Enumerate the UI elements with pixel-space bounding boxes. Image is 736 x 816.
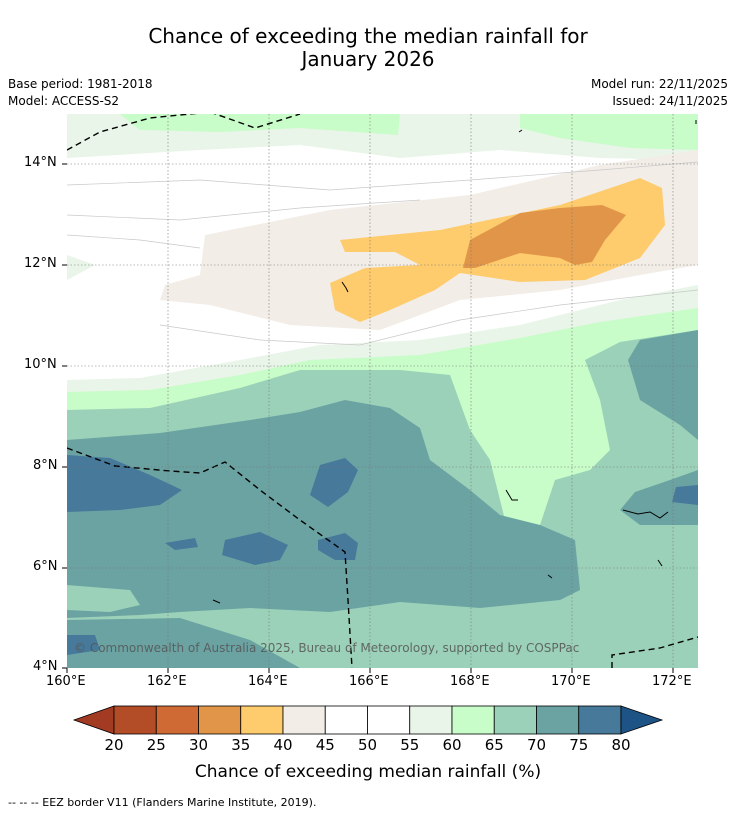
region-80-b: [310, 458, 358, 507]
colorbar-box-25-30: [155, 705, 199, 735]
colorbar-box-20-25: [113, 705, 157, 735]
lon-label-160e: 160°E: [46, 674, 86, 689]
colorbar-title: Chance of exceeding median rainfall (%): [194, 762, 542, 782]
model-name: Model: ACCESS-S2: [8, 94, 120, 108]
colorbar: [72, 705, 664, 735]
graticule: [67, 114, 698, 668]
region-75-80-right: [628, 330, 698, 440]
colorbar-box-40-45: [282, 705, 326, 735]
colorbar-box-60-65: [451, 705, 495, 735]
colorbar-tick-70: 70: [526, 736, 547, 754]
colorbar-box-65-70: [493, 705, 537, 735]
lat-label-8n: 8°N: [33, 458, 58, 473]
colorbar-tick-50: 50: [357, 736, 378, 754]
lat-label-4n: 4°N: [33, 659, 58, 674]
colorbar-arrow-high: [620, 705, 664, 735]
contour-lines: [67, 161, 698, 346]
issued-date: Issued: 24/11/2025: [612, 94, 728, 108]
colorbar-tick-80: 80: [611, 736, 631, 754]
eez-border: [67, 114, 698, 668]
lat-label-12n: 12°N: [24, 256, 57, 271]
lon-label-172e: 172°E: [652, 674, 692, 689]
map-title-line-2: January 2026: [301, 47, 435, 71]
region-80-c: [222, 532, 288, 565]
model-run: Model run: 22/11/2025: [590, 77, 728, 91]
map-title-line-1: Chance of exceeding the median rainfall …: [148, 24, 588, 48]
colorbar-box-75-80: [578, 705, 622, 735]
lon-label-166e: 166°E: [349, 674, 389, 689]
colorbar-tick-65: 65: [484, 736, 504, 754]
colorbar-box-55-60: [409, 705, 453, 735]
lon-label-162e: 162°E: [147, 674, 187, 689]
region-80-a: [67, 455, 182, 512]
eez-footnote: -- -- -- EEZ border V11 (Flanders Marine…: [8, 796, 317, 809]
colorbar-box-30-35: [198, 705, 242, 735]
colorbar-box-35-40: [240, 705, 284, 735]
region-75-80: [67, 400, 580, 618]
region-75-80-lowright: [620, 470, 698, 525]
lat-label-6n: 6°N: [33, 559, 58, 574]
lon-label-170e: 170°E: [551, 674, 591, 689]
colorbar-box-70-75: [536, 705, 580, 735]
region-65-70-top: [120, 114, 400, 135]
colorbar-box-45-50: [324, 705, 368, 735]
copyright-notice: © Commonwealth of Australia 2025, Bureau…: [74, 641, 580, 655]
region-80-e: [165, 538, 198, 550]
colorbar-tick-60: 60: [442, 736, 462, 754]
colorbar-arrow-low: [72, 705, 115, 735]
colorbar-tick-45: 45: [315, 736, 335, 754]
colorbar-tick-30: 30: [188, 736, 209, 754]
colorbar-tick-20: 20: [104, 736, 124, 754]
region-80-f: [67, 635, 100, 655]
base-period: Base period: 1981-2018: [8, 77, 153, 91]
tick-marks: [62, 163, 674, 673]
colorbar-tick-25: 25: [146, 736, 166, 754]
region-65-70-topright: [520, 114, 698, 150]
lat-label-14n: 14°N: [24, 155, 57, 170]
colorbar-tick-35: 35: [231, 736, 251, 754]
region-75-80-bottomleft: [67, 618, 300, 668]
region-60-left: [67, 255, 95, 280]
lon-label-164e: 164°E: [248, 674, 288, 689]
region-30-35: [463, 205, 626, 268]
colorbar-box-50-55: [367, 705, 411, 735]
lon-label-168e: 168°E: [450, 674, 490, 689]
islands: [212, 120, 697, 604]
lat-label-10n: 10°N: [24, 357, 57, 372]
colorbar-tick-75: 75: [569, 736, 589, 754]
colorbar-tick-40: 40: [273, 736, 293, 754]
map-field: [67, 114, 698, 668]
colorbar-tick-55: 55: [400, 736, 420, 754]
region-70-left: [67, 585, 140, 612]
region-80-g: [672, 485, 698, 505]
